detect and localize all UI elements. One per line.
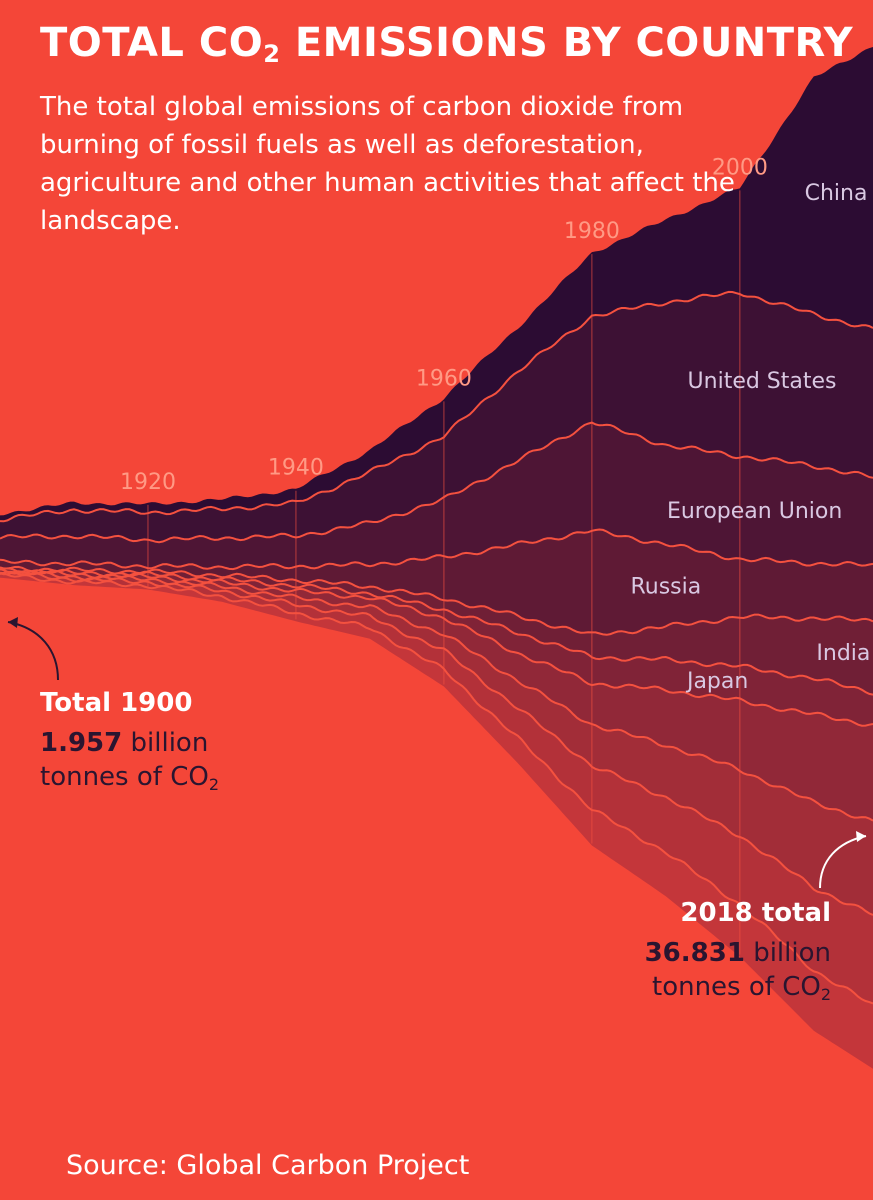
start-arrow-icon	[7, 621, 59, 681]
series-label-japan: Japan	[685, 669, 748, 694]
series-label-united-states: United States	[688, 369, 837, 394]
start-arrow-head-icon	[8, 617, 18, 628]
band-separator	[0, 290, 873, 523]
band-india	[0, 566, 873, 695]
end-total-heading: 2018 total	[680, 898, 831, 928]
band-other-9	[0, 572, 873, 1069]
series-label-european-union: European Union	[667, 499, 842, 524]
year-labels: 1920 1940 1960 1980 2000	[120, 155, 768, 494]
end-arrow-head-icon	[856, 831, 866, 842]
band-separator	[0, 570, 873, 916]
series-label-india: India	[816, 641, 870, 666]
year-label-2000: 2000	[712, 155, 768, 180]
band-separator	[0, 571, 873, 1005]
series-label-china: China	[805, 181, 868, 206]
band-european-union	[0, 422, 873, 570]
band-separators	[0, 290, 873, 1005]
band-other-7	[0, 571, 873, 915]
start-total-heading: Total 1900	[40, 688, 193, 718]
source-note: Source: Global Carbon Project	[66, 1150, 470, 1181]
series-label-russia: Russia	[630, 575, 701, 600]
end-total-value: 36.831	[644, 938, 745, 968]
start-total-value: 1.957	[40, 728, 123, 758]
page-title: TOTAL CO2 EMISSIONS BY COUNTRY	[40, 20, 854, 68]
year-label-1940: 1940	[268, 456, 324, 481]
band-separator	[0, 421, 873, 544]
band-other-6	[0, 569, 873, 821]
year-label-1920: 1920	[120, 470, 176, 495]
year-gridlines	[147, 190, 741, 955]
band-separator	[0, 570, 873, 822]
band-separator	[0, 568, 873, 727]
band-separator	[0, 567, 873, 696]
band-other-8	[0, 571, 873, 1004]
country-labels: China United States European Union Russia In…	[630, 181, 870, 694]
year-label-1980: 1980	[564, 219, 620, 244]
band-united-states	[0, 291, 873, 543]
band-russia	[0, 529, 873, 635]
page-subtitle: The total global emissions of carbon dio…	[40, 92, 735, 236]
start-total-annotation: Total 1900 1.957 billion tonnes of CO2	[40, 688, 219, 794]
band-china	[0, 47, 873, 522]
year-label-1960: 1960	[416, 366, 472, 391]
band-separator	[0, 528, 873, 571]
end-total-annotation: 2018 total 36.831 billion tonnes of CO2	[644, 898, 831, 1004]
